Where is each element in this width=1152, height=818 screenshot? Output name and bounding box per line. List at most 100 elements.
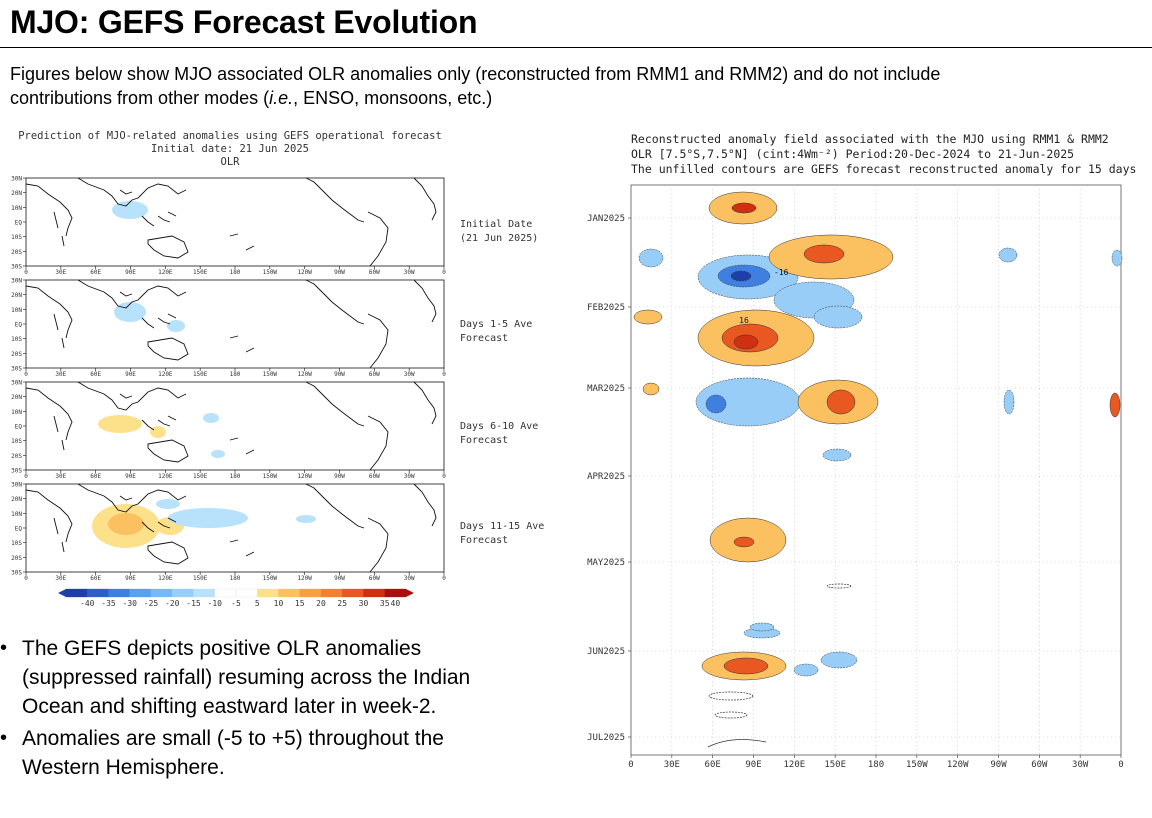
time-label: APR2025 xyxy=(587,472,625,482)
lat-label: 10N xyxy=(11,409,22,416)
lat-label: 10S xyxy=(11,438,22,445)
time-label: JUN2025 xyxy=(587,647,625,657)
lon-label: 30W xyxy=(1072,760,1089,770)
lon-label: 30E xyxy=(55,473,66,480)
contour-label: -16 xyxy=(774,268,789,277)
coastline xyxy=(25,285,73,339)
colorbar-label: -20 xyxy=(165,599,180,607)
panel-label-days-6-10: Days 6-10 Ave Forecast xyxy=(460,421,539,446)
olr-anomaly-region xyxy=(98,415,142,433)
lon-label: 90W xyxy=(334,269,345,276)
lat-label: 20N xyxy=(11,496,22,503)
lon-label: 30E xyxy=(55,371,66,378)
anomaly-contour xyxy=(733,334,759,350)
lat-label: 20N xyxy=(11,394,22,401)
coastline xyxy=(141,313,177,329)
intro-line-1: Figures below show MJO associated OLR an… xyxy=(10,64,941,84)
coastline xyxy=(77,483,187,513)
lat-label: 10S xyxy=(11,336,22,343)
anomaly-contour xyxy=(705,394,727,414)
lon-label: 90W xyxy=(334,575,345,582)
lon-label: 60W xyxy=(1031,760,1048,770)
lon-label: 90E xyxy=(125,269,136,276)
anomaly-contour xyxy=(638,248,664,268)
lon-label: 30E xyxy=(55,269,66,276)
coastline xyxy=(413,381,437,425)
coastline xyxy=(141,211,177,227)
bullet-list: • The GEFS depicts positive OLR anomalies… xyxy=(0,634,500,785)
lat-label: 10S xyxy=(11,540,22,547)
coastline xyxy=(25,489,73,543)
colorbar-label: 20 xyxy=(316,599,326,607)
lon-label: 150E xyxy=(193,473,208,480)
anomaly-contour xyxy=(813,305,863,329)
lon-label: 0 xyxy=(24,269,28,276)
lon-label: 120E xyxy=(158,269,173,276)
coastline xyxy=(229,233,255,251)
lat-label: 30S xyxy=(11,570,22,577)
coastline xyxy=(53,415,65,451)
lat-label: 30S xyxy=(11,366,22,373)
coastline xyxy=(119,495,133,501)
coastline xyxy=(147,541,189,565)
forecast-contour xyxy=(708,691,754,701)
lon-label: 90W xyxy=(334,371,345,378)
colorbar-swatch xyxy=(214,588,237,598)
time-label: MAR2025 xyxy=(587,384,625,394)
time-label: MAY2025 xyxy=(587,558,625,568)
lon-label: 150E xyxy=(193,575,208,582)
coastline xyxy=(77,177,187,207)
colorbar-label: 35 xyxy=(380,599,390,607)
anomaly-contour xyxy=(822,448,852,462)
coastline xyxy=(147,337,189,361)
colorbar-swatch xyxy=(172,588,194,598)
colorbar-label: 40 xyxy=(391,599,401,607)
lat-label: 30S xyxy=(11,468,22,475)
lon-label: 150W xyxy=(263,371,278,378)
bullet-item: • Anomalies are small (-5 to +5) througho… xyxy=(0,724,500,782)
olr-anomaly-region xyxy=(108,513,144,535)
time-label: FEB2025 xyxy=(587,303,625,313)
coastlines xyxy=(25,381,437,471)
coastline xyxy=(367,415,389,471)
anomaly-contour xyxy=(633,309,663,325)
colorbar-swatch xyxy=(320,588,343,598)
coastline xyxy=(53,517,65,553)
intro-line-2: contributions from other modes (i.e., EN… xyxy=(10,88,493,108)
lon-label: 90E xyxy=(745,760,761,770)
forecast-contour xyxy=(707,739,767,748)
coastline xyxy=(147,439,189,463)
anomaly-contour xyxy=(803,244,845,264)
olr-anomaly-region xyxy=(296,515,316,523)
left-figure-title: Prediction of MJO-related anomalies usin… xyxy=(18,130,442,168)
coastlines xyxy=(25,177,437,267)
colorbar-label: -5 xyxy=(231,599,241,607)
anomaly-contour xyxy=(826,389,856,415)
lon-label: 120W xyxy=(297,575,312,582)
map-frame xyxy=(25,381,445,471)
anomaly-contour xyxy=(733,536,755,548)
olr-anomaly-region xyxy=(203,413,219,423)
lon-label: 90W xyxy=(334,473,345,480)
lon-label: 120E xyxy=(158,371,173,378)
coastline xyxy=(53,313,65,349)
lon-label: 90E xyxy=(125,575,136,582)
lat-label: EQ xyxy=(15,322,23,329)
colorbar-label: -10 xyxy=(208,599,223,607)
bullet-dot-icon: • xyxy=(0,727,8,749)
lat-label: EQ xyxy=(15,526,23,533)
anomaly-contour xyxy=(730,270,752,282)
lon-label: 0 xyxy=(24,371,28,378)
coastlines xyxy=(25,279,437,369)
lon-label: 150W xyxy=(263,575,278,582)
lat-label: 20N xyxy=(11,292,22,299)
anomaly-contour xyxy=(998,247,1018,263)
lat-label: 30S xyxy=(11,264,22,271)
olr-anomaly-region xyxy=(112,201,148,219)
lon-label: 60W xyxy=(369,575,380,582)
olr-anomaly-region xyxy=(167,320,185,332)
colorbar-label: -15 xyxy=(186,599,201,607)
